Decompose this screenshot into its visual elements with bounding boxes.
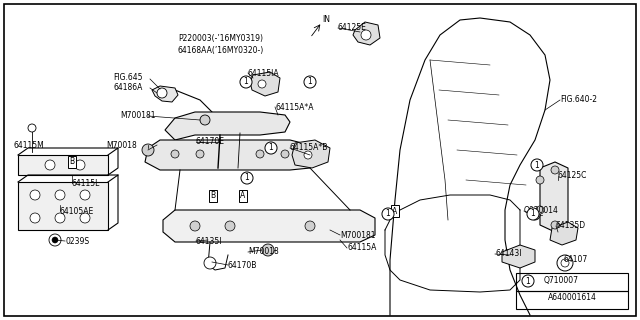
Circle shape (536, 176, 544, 184)
Text: 1: 1 (525, 276, 531, 285)
Polygon shape (250, 72, 280, 96)
Circle shape (200, 115, 210, 125)
Circle shape (530, 210, 540, 220)
Circle shape (190, 221, 200, 231)
Text: FIG.640-2: FIG.640-2 (560, 95, 597, 105)
Polygon shape (540, 162, 568, 232)
Circle shape (561, 259, 569, 267)
Circle shape (557, 255, 573, 271)
Text: 64115A: 64115A (347, 244, 376, 252)
Circle shape (305, 221, 315, 231)
Circle shape (52, 237, 58, 243)
Polygon shape (502, 245, 535, 268)
Text: 64115M: 64115M (14, 140, 45, 149)
Circle shape (30, 190, 40, 200)
Text: 1: 1 (244, 173, 250, 182)
Circle shape (28, 124, 36, 132)
Polygon shape (18, 182, 108, 230)
Circle shape (204, 257, 216, 269)
Bar (516, 273, 628, 291)
Text: 64115IA: 64115IA (248, 68, 280, 77)
Circle shape (55, 213, 65, 223)
Text: A: A (392, 206, 397, 215)
Text: 1: 1 (531, 210, 536, 219)
Text: 1: 1 (386, 210, 390, 219)
Text: A640001614: A640001614 (548, 293, 596, 302)
Circle shape (142, 144, 154, 156)
Text: 64170E: 64170E (196, 138, 225, 147)
Circle shape (258, 80, 266, 88)
Text: 64115L: 64115L (72, 179, 100, 188)
Text: 1: 1 (244, 77, 248, 86)
Polygon shape (152, 86, 178, 102)
Text: 1: 1 (308, 77, 312, 86)
Text: 64143I: 64143I (495, 250, 522, 259)
Text: B: B (69, 157, 75, 166)
Circle shape (55, 190, 65, 200)
Polygon shape (145, 140, 315, 170)
Text: IN: IN (322, 15, 330, 25)
Text: FIG.645: FIG.645 (113, 73, 143, 82)
Polygon shape (163, 210, 375, 242)
Text: P220003(-’16MY0319): P220003(-’16MY0319) (178, 34, 263, 43)
Circle shape (551, 221, 559, 229)
Text: 64125E: 64125E (338, 23, 367, 33)
Polygon shape (550, 222, 578, 245)
Text: M70018: M70018 (106, 140, 137, 149)
Text: Q020014: Q020014 (524, 206, 559, 215)
Polygon shape (165, 112, 290, 140)
Text: M700181: M700181 (120, 110, 156, 119)
Circle shape (256, 150, 264, 158)
Circle shape (262, 244, 274, 256)
Circle shape (157, 88, 167, 98)
Text: 64186A: 64186A (113, 84, 142, 92)
Circle shape (225, 221, 235, 231)
Circle shape (551, 166, 559, 174)
Text: 1: 1 (269, 143, 273, 153)
Circle shape (536, 206, 544, 214)
Circle shape (30, 213, 40, 223)
Circle shape (281, 150, 289, 158)
Text: 64105AE: 64105AE (60, 206, 94, 215)
Circle shape (361, 30, 371, 40)
Circle shape (80, 213, 90, 223)
Circle shape (45, 160, 55, 170)
Text: 0239S: 0239S (65, 237, 89, 246)
Circle shape (75, 160, 85, 170)
Polygon shape (353, 22, 380, 45)
Text: B: B (211, 191, 216, 201)
Text: 64170B: 64170B (228, 260, 257, 269)
Circle shape (304, 151, 312, 159)
Polygon shape (292, 140, 330, 168)
Text: 64115A*A: 64115A*A (275, 102, 314, 111)
Circle shape (196, 150, 204, 158)
Polygon shape (18, 155, 108, 175)
Circle shape (80, 190, 90, 200)
Text: 64135I: 64135I (196, 236, 223, 245)
Text: 64107: 64107 (564, 255, 588, 265)
Circle shape (49, 234, 61, 246)
Text: A: A (241, 191, 246, 201)
Text: 64125C: 64125C (558, 172, 588, 180)
Text: 1: 1 (534, 161, 540, 170)
Text: M70018: M70018 (248, 247, 279, 257)
Text: M700181: M700181 (340, 230, 376, 239)
Text: 64135D: 64135D (556, 221, 586, 230)
Text: 64115A*B: 64115A*B (290, 143, 328, 153)
Text: Q710007: Q710007 (544, 276, 579, 285)
Bar (516, 291, 628, 309)
Text: 64168AA(’16MY0320-): 64168AA(’16MY0320-) (178, 45, 264, 54)
Circle shape (171, 150, 179, 158)
